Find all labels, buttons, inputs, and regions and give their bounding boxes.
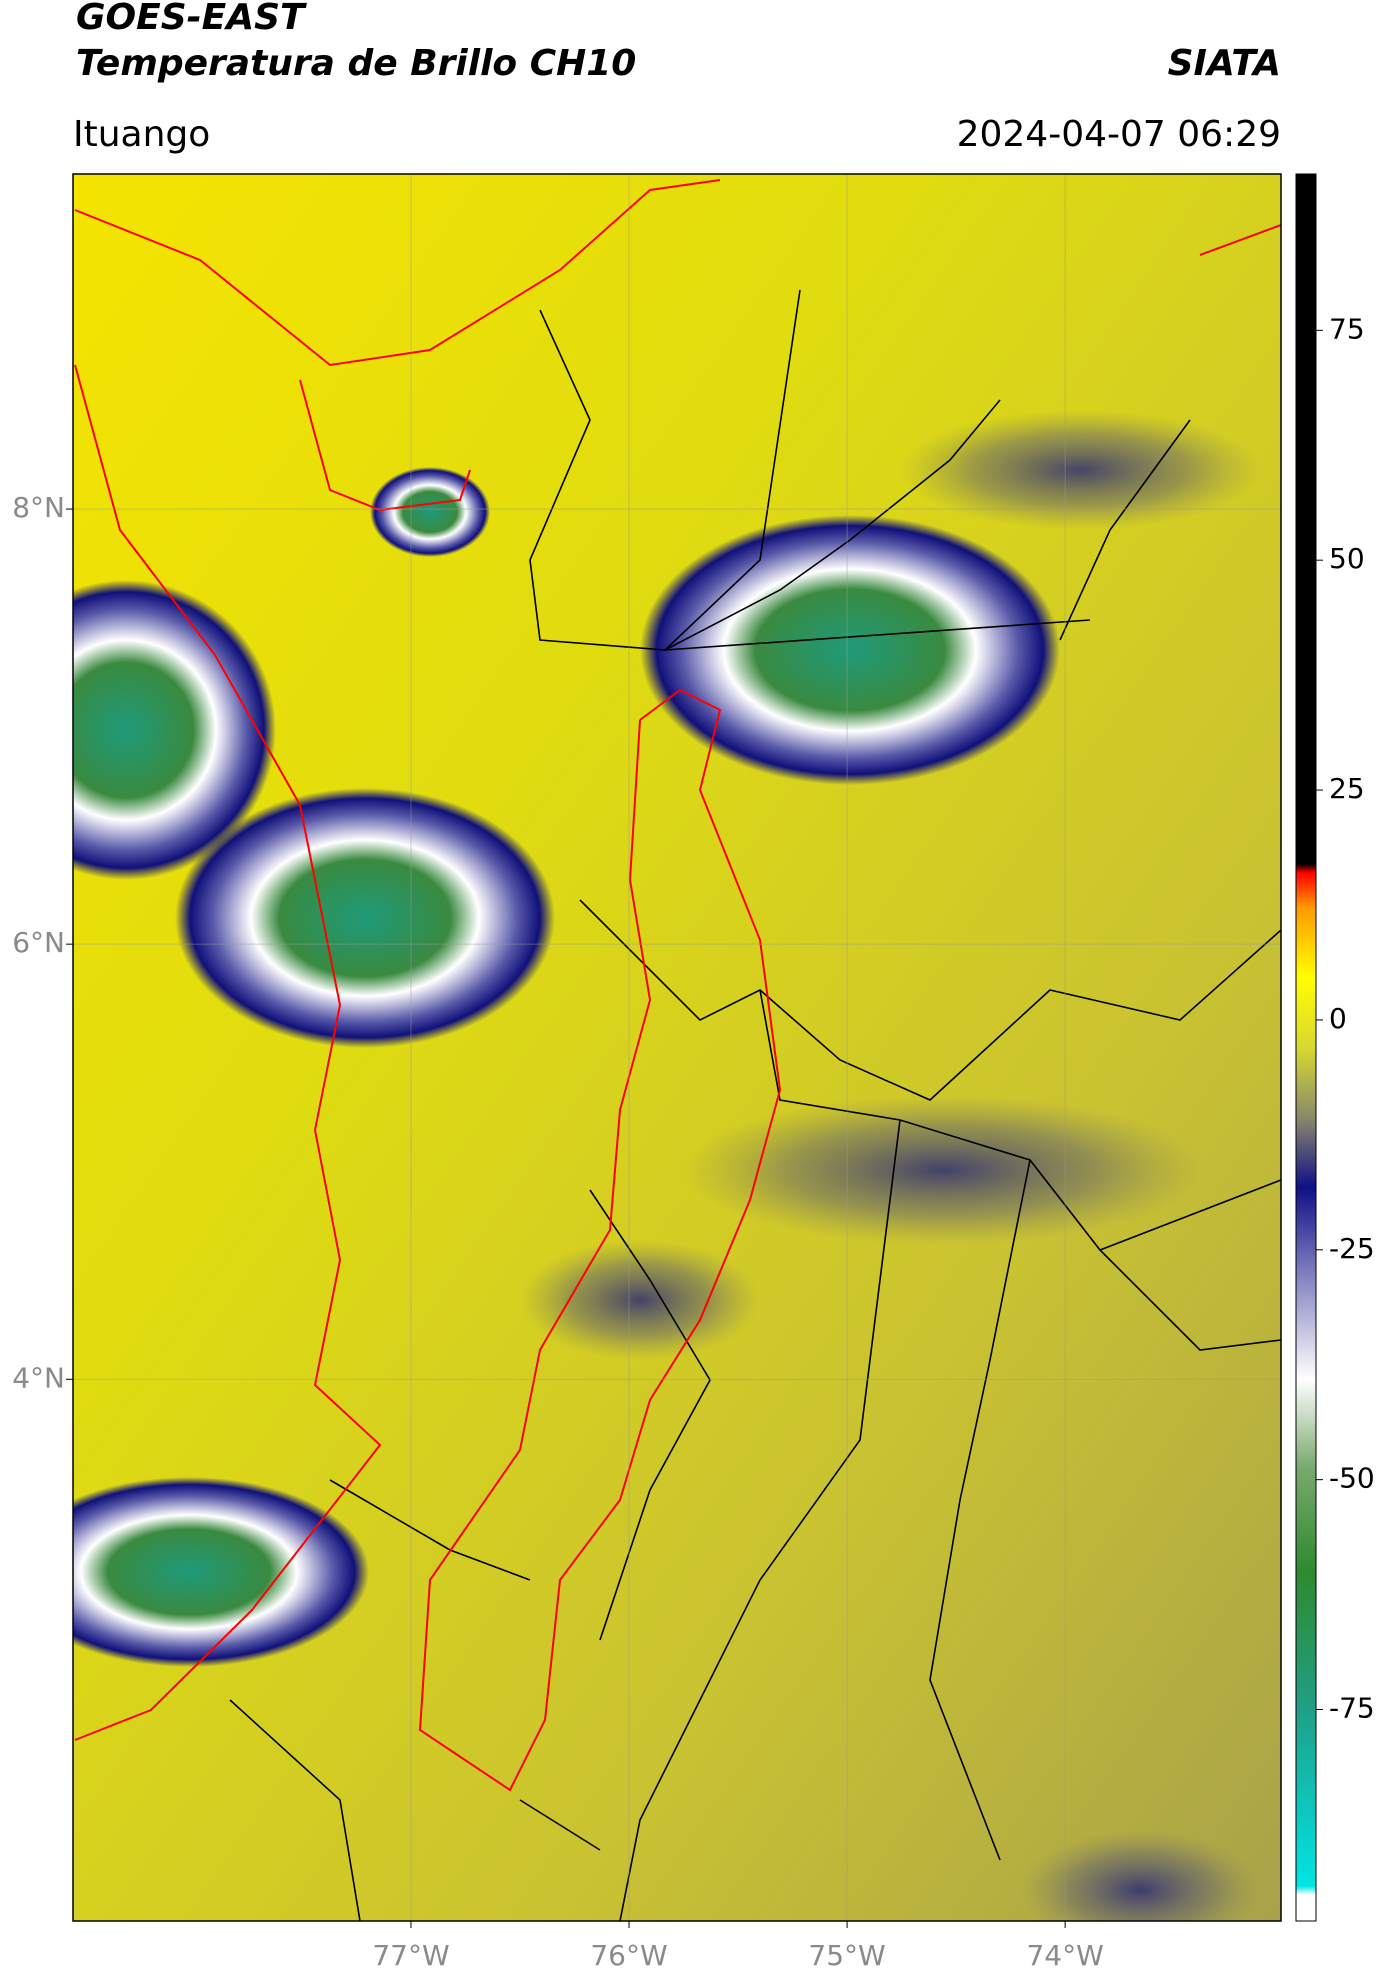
colorbar-tick-label: -75 [1329,1692,1375,1725]
lon-tick-label: 77°W [372,1939,449,1972]
lon-tick-label: 75°W [808,1939,885,1972]
source: SIATA [1168,43,1281,84]
outlines [74,179,1281,1792]
location: Ituango [73,114,210,155]
lat-tick-label: 4°N [12,1361,65,1394]
colorbar-tick-label: -50 [1329,1462,1375,1495]
lat-tick-label: 6°N [12,926,65,959]
colorbar-tick-label: 50 [1329,542,1365,575]
lat-tick-label: 8°N [12,491,65,524]
colorbar [1295,173,1317,1922]
subtitle: Temperatura de Brillo CH10 [76,43,636,84]
lon-tick-label: 74°W [1026,1939,1103,1972]
cloud [73,580,276,880]
lon-tick-label: 76°W [590,1939,667,1972]
cloud [175,788,555,1048]
grid [73,174,1281,1921]
colorbar-tick-label: 75 [1329,312,1365,345]
title: GOES-EAST [76,0,307,38]
map-frame [72,173,1282,1922]
colorbar-tick-label: 0 [1329,1002,1347,1035]
map-field [73,174,1281,1921]
cloud [73,1477,369,1667]
cloud-band [683,1095,1203,1245]
cloud-band [1020,1830,1260,1921]
cloud-band [900,410,1260,530]
colorbar-tick-label: 25 [1329,772,1365,805]
cloud [640,515,1060,785]
datetime: 2024-04-07 06:29 [957,114,1281,155]
cloud-band [520,1240,760,1360]
cloud [370,467,490,557]
colorbar-tick-label: -25 [1329,1232,1375,1265]
